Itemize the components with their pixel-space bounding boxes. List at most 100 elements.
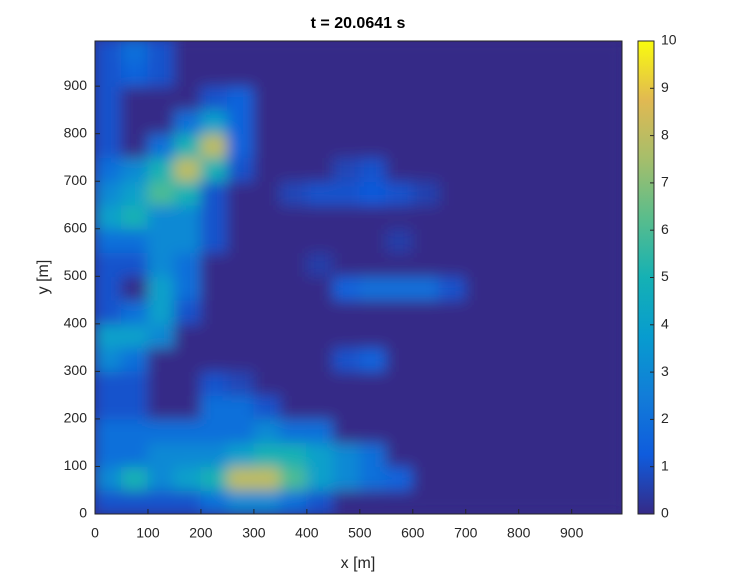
- cell: [253, 394, 281, 420]
- cell: [412, 41, 440, 63]
- cell: [226, 347, 255, 372]
- cell: [306, 85, 334, 111]
- cell: [279, 299, 308, 325]
- cell: [571, 109, 599, 135]
- cell: [491, 418, 520, 444]
- cell: [571, 252, 599, 277]
- cell: [385, 228, 414, 254]
- cell: [95, 228, 122, 254]
- cell: [518, 156, 546, 182]
- cell: [306, 275, 334, 301]
- cell: [95, 156, 122, 182]
- cell: [120, 394, 149, 420]
- cell: [332, 394, 361, 420]
- cell: [147, 180, 175, 206]
- cell: [385, 275, 414, 301]
- cell: [544, 180, 573, 206]
- cell: [438, 41, 467, 63]
- cell: [597, 228, 622, 254]
- cell: [226, 465, 255, 491]
- cell: [597, 418, 622, 444]
- x-tick-label: 300: [242, 525, 266, 541]
- cell: [120, 41, 149, 63]
- cell: [385, 465, 414, 491]
- cell: [173, 347, 202, 372]
- cell: [226, 228, 255, 254]
- colorbar-tick-label: 9: [661, 79, 669, 95]
- x-tick-label: 700: [454, 525, 478, 541]
- cell: [465, 204, 493, 230]
- cell: [518, 41, 546, 63]
- cell: [359, 109, 387, 135]
- cell: [359, 85, 387, 111]
- cell: [359, 442, 387, 467]
- cell: [571, 489, 599, 514]
- cell: [571, 347, 599, 372]
- cell: [597, 442, 622, 467]
- cell: [597, 394, 622, 420]
- cell: [412, 442, 440, 467]
- cell: [200, 370, 228, 396]
- cell: [385, 347, 414, 372]
- cell: [279, 442, 308, 467]
- cell: [465, 370, 493, 396]
- cell: [359, 41, 387, 63]
- cell: [200, 61, 228, 87]
- cell: [412, 323, 440, 349]
- cell: [200, 180, 228, 206]
- cell: [518, 61, 546, 87]
- cell: [597, 204, 622, 230]
- cell: [95, 418, 122, 444]
- cell: [147, 489, 175, 514]
- cell: [173, 156, 202, 182]
- cell: [597, 109, 622, 135]
- cell: [518, 275, 546, 301]
- cell: [385, 442, 414, 467]
- cell: [173, 370, 202, 396]
- cell: [412, 252, 440, 277]
- cell: [120, 204, 149, 230]
- cell: [359, 61, 387, 87]
- cell: [279, 394, 308, 420]
- cell: [306, 394, 334, 420]
- cell: [544, 156, 573, 182]
- cell: [465, 180, 493, 206]
- cell: [226, 109, 255, 135]
- cell: [147, 347, 175, 372]
- cell: [95, 275, 122, 301]
- x-tick-label: 200: [189, 525, 213, 541]
- colorbar-tick-label: 6: [661, 221, 669, 237]
- cell: [279, 61, 308, 87]
- cell: [438, 156, 467, 182]
- cell: [465, 323, 493, 349]
- x-tick-label: 900: [560, 525, 584, 541]
- cell: [465, 418, 493, 444]
- cell: [438, 347, 467, 372]
- x-tick-label: 400: [295, 525, 319, 541]
- cell: [95, 323, 122, 349]
- cell: [385, 418, 414, 444]
- cell: [571, 85, 599, 111]
- cell: [120, 347, 149, 372]
- cell: [438, 299, 467, 325]
- cell: [147, 85, 175, 111]
- cell: [491, 133, 520, 158]
- x-tick-label: 0: [91, 525, 99, 541]
- cell: [253, 489, 281, 514]
- cell: [571, 180, 599, 206]
- cell: [95, 85, 122, 111]
- cell: [279, 204, 308, 230]
- cell: [518, 370, 546, 396]
- cell: [173, 61, 202, 87]
- cell: [306, 133, 334, 158]
- cell: [359, 156, 387, 182]
- cell: [200, 442, 228, 467]
- cell: [279, 41, 308, 63]
- cell: [359, 347, 387, 372]
- cell: [306, 299, 334, 325]
- cell: [200, 228, 228, 254]
- cell: [147, 156, 175, 182]
- cell: [412, 370, 440, 396]
- cell: [95, 109, 122, 135]
- cell: [359, 228, 387, 254]
